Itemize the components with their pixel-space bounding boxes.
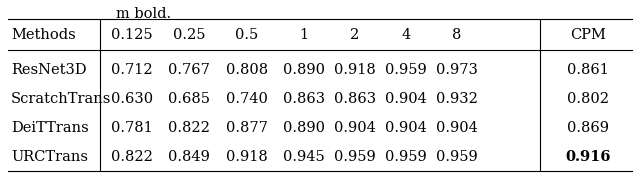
Text: 0.918: 0.918 (226, 150, 268, 164)
Text: 0.861: 0.861 (566, 63, 609, 77)
Text: 0.863: 0.863 (283, 92, 325, 106)
Text: 0.877: 0.877 (226, 121, 268, 135)
Text: 0.959: 0.959 (436, 150, 478, 164)
Text: 0.767: 0.767 (168, 63, 211, 77)
Text: 0.918: 0.918 (334, 63, 376, 77)
Text: Methods: Methods (11, 28, 76, 42)
Text: URCTrans: URCTrans (11, 150, 88, 164)
Text: ScratchTrans: ScratchTrans (11, 92, 111, 106)
Text: 0.740: 0.740 (226, 92, 268, 106)
Text: 0.25: 0.25 (173, 28, 205, 42)
Text: 0.932: 0.932 (436, 92, 478, 106)
Text: 0.959: 0.959 (334, 150, 376, 164)
Text: ResNet3D: ResNet3D (11, 63, 86, 77)
Text: 0.863: 0.863 (334, 92, 376, 106)
Text: 0.904: 0.904 (436, 121, 478, 135)
Text: 0.904: 0.904 (334, 121, 376, 135)
Text: DeiTTrans: DeiTTrans (11, 121, 89, 135)
Text: 0.781: 0.781 (111, 121, 153, 135)
Text: 4: 4 (401, 28, 411, 42)
Text: 0.712: 0.712 (111, 63, 153, 77)
Text: 0.916: 0.916 (565, 150, 611, 164)
Text: 0.125: 0.125 (111, 28, 153, 42)
Text: 0.822: 0.822 (168, 121, 211, 135)
Text: 0.869: 0.869 (566, 121, 609, 135)
Text: 0.890: 0.890 (283, 63, 325, 77)
Text: m bold.: m bold. (116, 7, 172, 21)
Text: 0.890: 0.890 (283, 121, 325, 135)
Text: 0.904: 0.904 (385, 121, 427, 135)
Text: CPM: CPM (570, 28, 605, 42)
Text: 0.959: 0.959 (385, 150, 427, 164)
Text: 1: 1 (300, 28, 308, 42)
Text: 0.5: 0.5 (235, 28, 259, 42)
Text: 0.822: 0.822 (111, 150, 153, 164)
Text: 8: 8 (452, 28, 461, 42)
Text: 0.849: 0.849 (168, 150, 211, 164)
Text: 0.945: 0.945 (283, 150, 325, 164)
Text: 0.959: 0.959 (385, 63, 427, 77)
Text: 0.808: 0.808 (226, 63, 268, 77)
Text: 0.802: 0.802 (566, 92, 609, 106)
Text: 0.685: 0.685 (168, 92, 211, 106)
Text: 2: 2 (351, 28, 360, 42)
Text: 0.973: 0.973 (436, 63, 478, 77)
Text: 0.630: 0.630 (111, 92, 153, 106)
Text: 0.904: 0.904 (385, 92, 427, 106)
